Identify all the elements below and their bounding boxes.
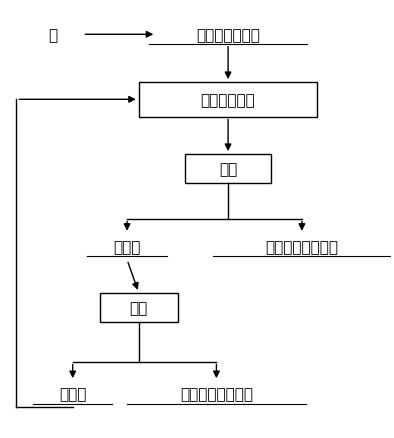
Text: 水浸: 水浸 [219,162,237,177]
FancyBboxPatch shape [185,155,271,184]
FancyBboxPatch shape [139,83,318,117]
Text: 酸浸: 酸浸 [130,300,148,315]
Text: 废弃稀土荧光粉: 废弃稀土荧光粉 [196,28,260,42]
Text: 碱: 碱 [49,28,58,42]
Text: 微波低温焙烧: 微波低温焙烧 [201,92,255,108]
Text: 浸出液（含稀土）: 浸出液（含稀土） [180,387,253,402]
FancyBboxPatch shape [100,293,178,322]
Text: 水浸液（含铝等）: 水浸液（含铝等） [266,240,338,254]
Text: 浸出渣: 浸出渣 [59,387,86,402]
Text: 水浸渣: 水浸渣 [113,240,141,254]
